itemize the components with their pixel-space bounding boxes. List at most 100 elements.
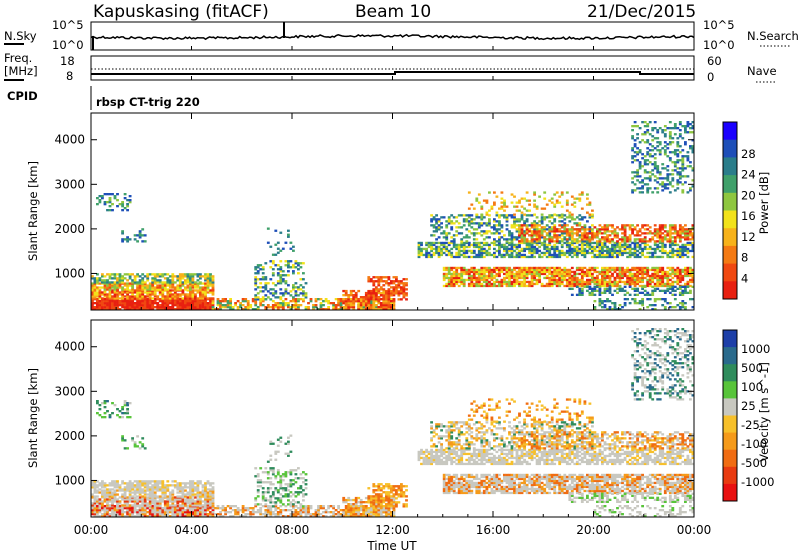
range-cell xyxy=(182,511,185,513)
range-cell xyxy=(599,271,602,273)
range-cell xyxy=(182,289,185,291)
range-cell xyxy=(448,244,451,246)
range-cell xyxy=(350,298,353,300)
range-cell xyxy=(262,272,265,274)
range-cell xyxy=(179,273,182,275)
range-cell xyxy=(624,298,627,300)
range-cell xyxy=(531,254,534,256)
range-cell xyxy=(279,260,282,262)
range-cell xyxy=(171,277,174,279)
range-cell xyxy=(639,175,642,177)
range-cell xyxy=(508,256,511,258)
range-cell xyxy=(566,271,569,273)
range-cell xyxy=(596,234,599,236)
range-cell xyxy=(578,281,581,283)
range-cell xyxy=(234,304,237,306)
range-cell xyxy=(136,286,139,288)
range-cell xyxy=(649,232,652,234)
range-cell xyxy=(121,286,124,288)
range-cell xyxy=(104,306,107,308)
range-cell xyxy=(480,246,483,248)
range-cell xyxy=(491,279,494,281)
range-cell xyxy=(551,228,554,230)
range-cell xyxy=(448,269,451,271)
range-cell xyxy=(531,234,534,236)
range-cell xyxy=(377,292,380,294)
range-cell xyxy=(581,292,584,294)
range-cell xyxy=(656,288,659,290)
range-cell xyxy=(501,236,504,238)
range-cell xyxy=(121,293,124,295)
range-cell xyxy=(594,246,597,248)
range-cell xyxy=(629,302,632,304)
range-cell xyxy=(262,286,265,288)
range-cell xyxy=(141,302,144,304)
range-cell xyxy=(523,277,526,279)
range-cell xyxy=(126,286,129,288)
range-cell xyxy=(498,214,501,216)
range-cell xyxy=(433,248,436,250)
range-cell xyxy=(599,304,602,306)
range-cell xyxy=(546,285,549,287)
range-cell xyxy=(455,234,458,236)
range-cell xyxy=(666,240,669,242)
range-cell xyxy=(106,304,109,306)
range-cell xyxy=(646,294,649,296)
range-cell xyxy=(182,507,185,509)
range-cell xyxy=(551,238,554,240)
range-cell xyxy=(149,297,152,299)
range-cell xyxy=(531,281,534,283)
range-cell xyxy=(606,277,609,279)
range-cell xyxy=(614,244,617,246)
range-cell xyxy=(450,228,453,230)
range-cell xyxy=(370,278,373,280)
range-cell xyxy=(661,246,664,248)
range-cell xyxy=(367,294,370,296)
range-cell xyxy=(347,294,350,296)
range-cell xyxy=(202,282,205,284)
range-cell xyxy=(453,240,456,242)
range-cell xyxy=(470,204,473,206)
range-cell xyxy=(174,275,177,277)
range-cell xyxy=(468,269,471,271)
range-cell xyxy=(581,277,584,279)
range-cell xyxy=(641,275,644,277)
range-cell xyxy=(480,230,483,232)
range-cell xyxy=(176,300,179,302)
range-cell xyxy=(114,304,117,306)
range-cell xyxy=(581,283,584,285)
range-cell xyxy=(149,500,152,502)
range-cell xyxy=(546,248,549,250)
range-cell xyxy=(571,248,574,250)
range-cell xyxy=(614,283,617,285)
range-cell xyxy=(448,216,451,218)
range-cell xyxy=(94,281,97,283)
range-cell xyxy=(506,218,509,220)
range-cell xyxy=(124,300,127,302)
range-cell xyxy=(506,275,509,277)
range-cell xyxy=(109,291,112,293)
range-cell xyxy=(498,283,501,285)
range-cell xyxy=(568,275,571,277)
range-cell xyxy=(131,504,134,506)
range-cell xyxy=(460,214,463,216)
range-cell xyxy=(553,273,556,275)
range-cell xyxy=(124,304,127,306)
range-cell xyxy=(594,288,597,290)
range-cell xyxy=(656,177,659,179)
range-cell xyxy=(528,248,531,250)
range-cell xyxy=(501,214,504,216)
range-cell xyxy=(561,250,564,252)
range-cell xyxy=(377,306,380,308)
range-cell xyxy=(596,230,599,232)
range-cell xyxy=(126,507,129,509)
range-cell xyxy=(619,238,622,240)
range-cell xyxy=(435,248,438,250)
range-cell xyxy=(513,277,516,279)
range-cell xyxy=(536,248,539,250)
range-cell xyxy=(666,230,669,232)
range-cell xyxy=(659,236,662,238)
range-cell xyxy=(594,248,597,250)
range-cell xyxy=(619,228,622,230)
range-cell xyxy=(521,283,524,285)
